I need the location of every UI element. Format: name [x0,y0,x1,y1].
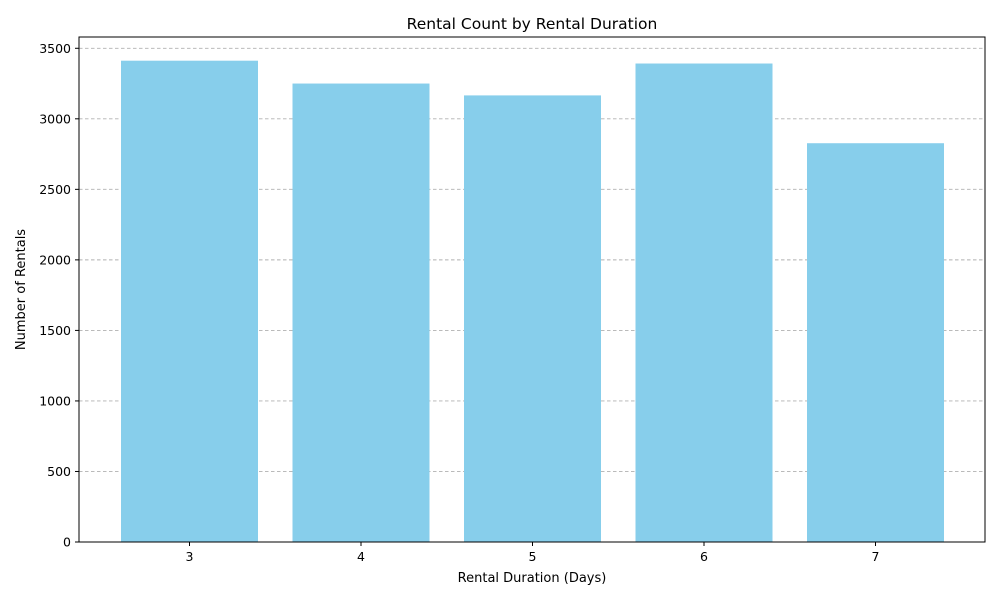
y-axis-ticks: 0 500 1000 1500 2000 2500 3000 3500 [39,41,79,550]
bar-5 [464,95,601,542]
y-tick-label: 1500 [39,323,71,338]
y-axis-label: Number of Rentals [14,229,29,350]
y-tick-label: 1000 [39,393,71,408]
y-tick-label: 3500 [39,41,71,56]
y-tick-label: 0 [63,535,71,550]
y-tick-label: 2500 [39,182,71,197]
y-tick-label: 500 [47,464,71,479]
y-tick-label: 2000 [39,252,71,267]
y-tick-label: 3000 [39,111,71,126]
x-axis-label: Rental Duration (Days) [458,571,607,586]
bar-6 [635,63,773,542]
x-tick-label: 5 [529,549,537,564]
bar-7 [807,143,944,542]
x-tick-label: 4 [357,549,365,564]
bar-4 [292,83,430,542]
x-tick-label: 6 [700,549,708,564]
x-axis-ticks: 3 4 5 6 7 [186,542,880,564]
chart-title: Rental Count by Rental Duration [407,15,658,33]
bar-3 [121,60,258,542]
bars [121,60,944,542]
x-tick-label: 3 [186,549,194,564]
x-tick-label: 7 [872,549,880,564]
